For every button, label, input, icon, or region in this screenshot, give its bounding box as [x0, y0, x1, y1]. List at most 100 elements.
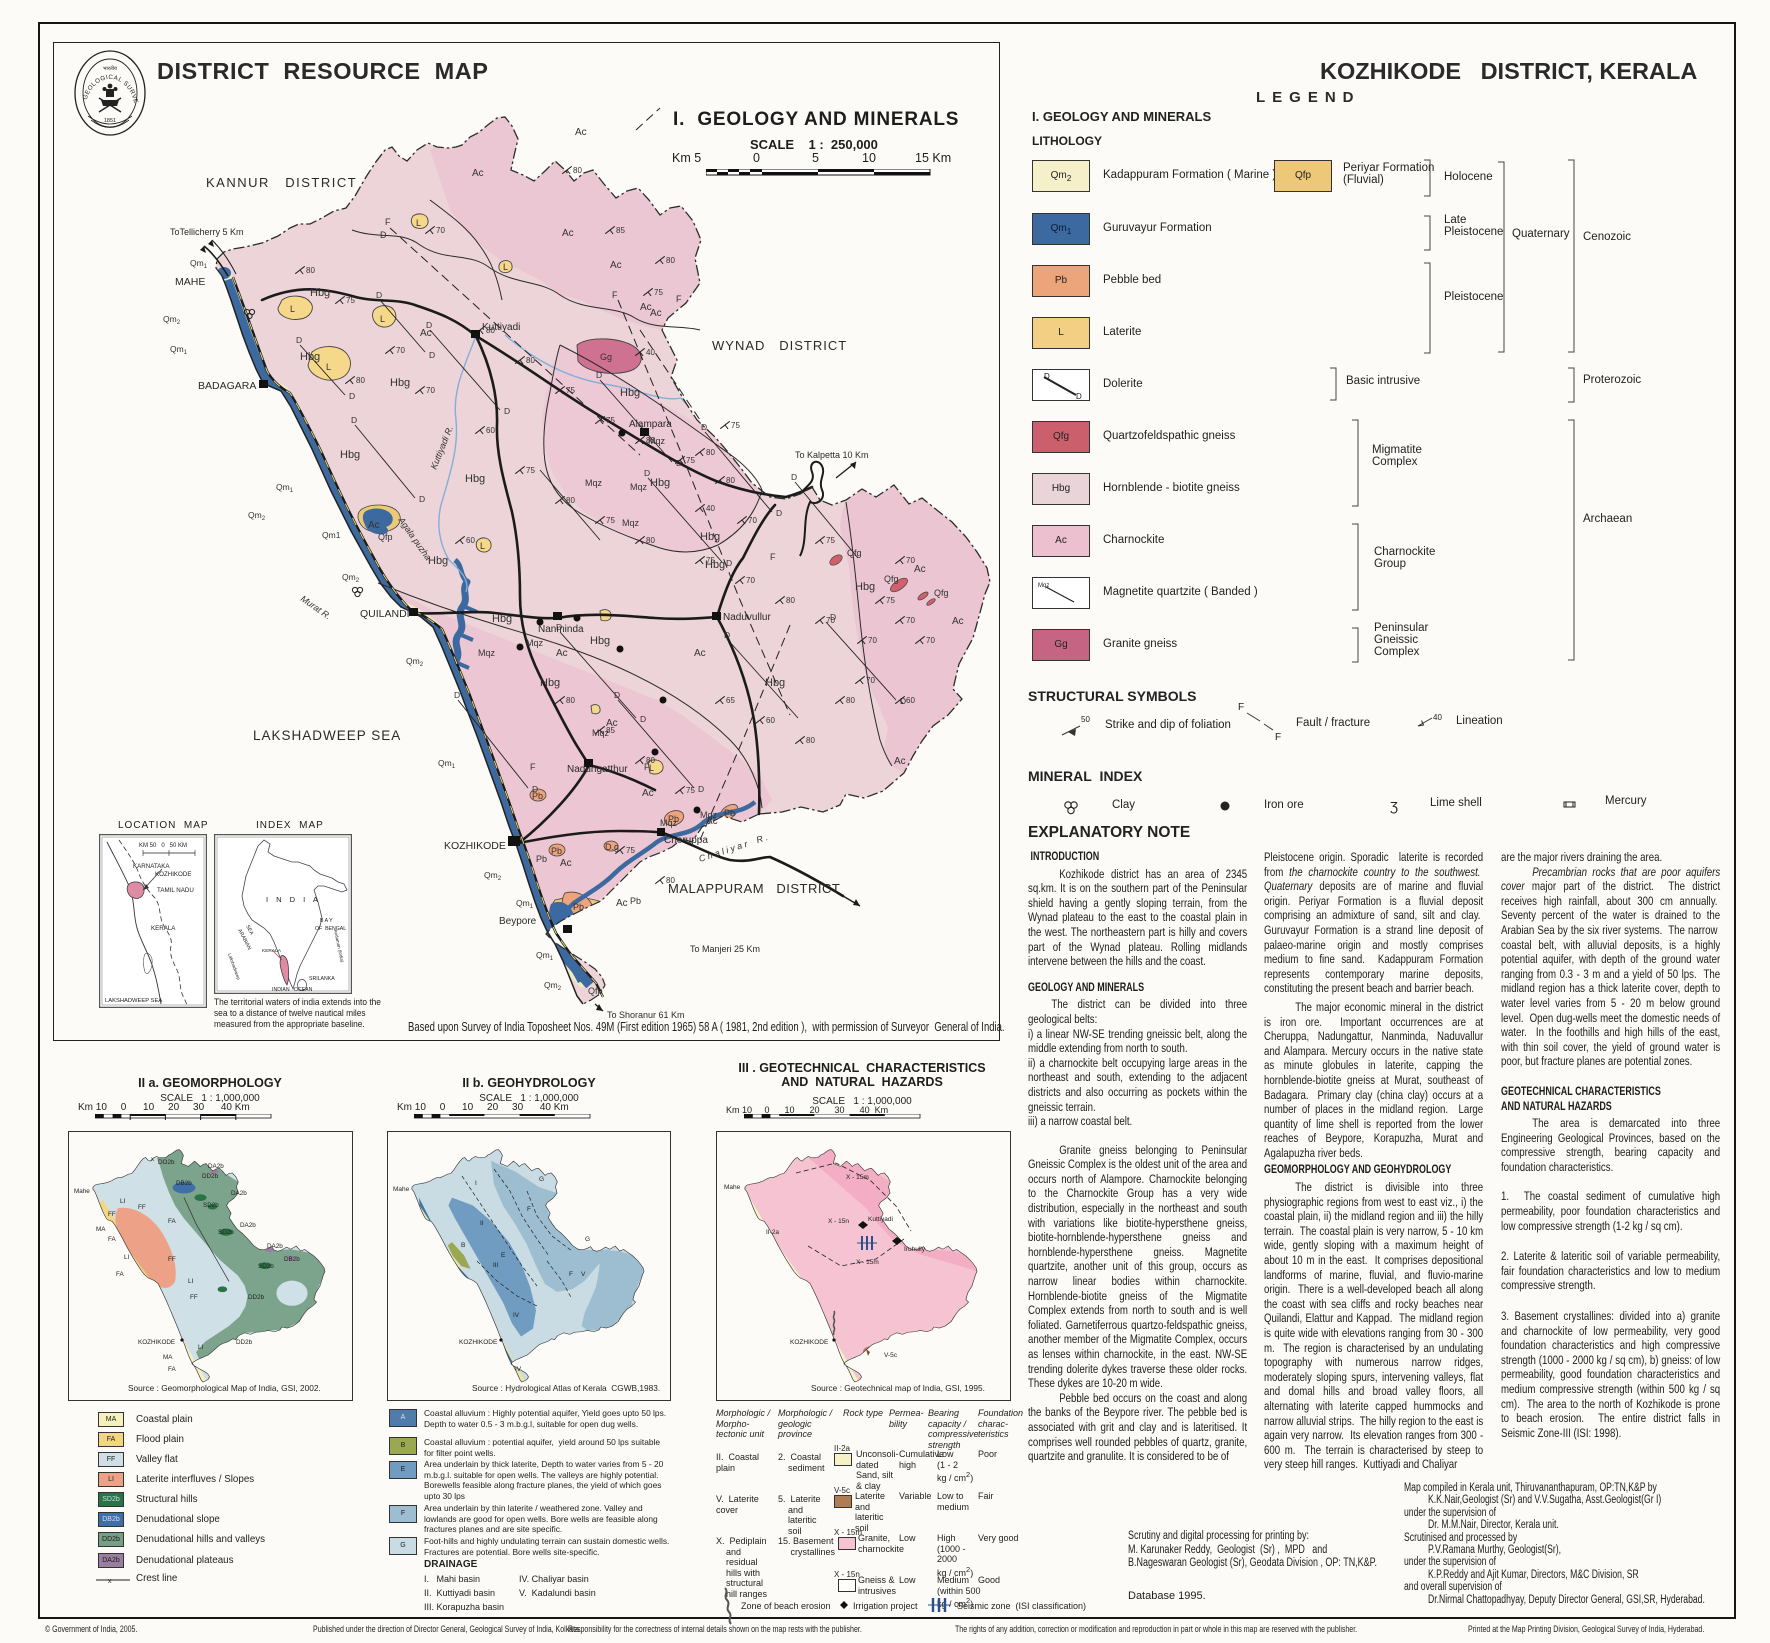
svg-text:Iruhully: Iruhully [904, 1246, 926, 1253]
svg-text:70: 70 [826, 616, 835, 625]
svg-text:FF: FF [108, 1211, 116, 1218]
svg-text:DA2b: DA2b [208, 1163, 224, 1170]
svg-text:LAKSHADWEEP SEA: LAKSHADWEEP SEA [105, 998, 162, 1004]
svg-text:F: F [385, 217, 391, 227]
svg-text:75: 75 [346, 296, 355, 305]
svg-text:Mqz: Mqz [660, 818, 678, 828]
svg-text:Source : Geomorphological Map: Source : Geomorphological Map of India, … [128, 1383, 321, 1393]
svg-text:F: F [1275, 732, 1281, 743]
svg-text:70: 70 [748, 516, 757, 525]
svg-text:QUILANDI: QUILANDI [360, 608, 410, 620]
svg-text:F: F [644, 762, 650, 772]
svg-text:SD2b: SD2b [218, 1229, 234, 1236]
svg-text:Pb: Pb [551, 846, 562, 856]
svg-text:MAHE: MAHE [175, 276, 205, 288]
svg-text:D: D [724, 630, 730, 640]
svg-text:D: D [419, 494, 425, 504]
svg-text:F: F [676, 294, 682, 304]
svg-text:Naduvullur: Naduvullur [723, 612, 771, 623]
svg-text:80: 80 [666, 256, 675, 265]
svg-text:D: D [532, 784, 538, 794]
svg-text:G: G [585, 1236, 590, 1243]
svg-text:To Shoranur 61 Km: To Shoranur 61 Km [607, 1010, 685, 1020]
svg-text:FA: FA [108, 1236, 116, 1243]
svg-text:F: F [569, 1271, 573, 1278]
svg-text:70: 70 [906, 616, 915, 625]
svg-text:LI: LI [124, 1254, 130, 1261]
svg-text:DA2b: DA2b [231, 1190, 247, 1197]
svg-text:75: 75 [566, 386, 575, 395]
svg-text:60: 60 [766, 716, 775, 725]
svg-text:80: 80 [666, 876, 675, 885]
svg-text:WYNAD DISTRICT: WYNAD DISTRICT [712, 338, 847, 353]
svg-text:FA: FA [168, 1218, 176, 1225]
svg-text:L: L [380, 314, 385, 324]
svg-text:Ac: Ac [650, 308, 662, 319]
svg-text:Ac: Ac [706, 816, 718, 827]
svg-text:D: D [1044, 372, 1050, 381]
svg-text:40: 40 [1433, 713, 1442, 722]
svg-text:L: L [326, 362, 331, 372]
svg-text:80: 80 [526, 356, 535, 365]
svg-text:KOZHIKODE: KOZHIKODE [155, 871, 191, 878]
svg-text:D: D [454, 690, 460, 700]
svg-text:X - 15n: X - 15n [828, 1218, 849, 1225]
svg-text:D: D [1076, 392, 1082, 401]
svg-text:L: L [480, 541, 485, 551]
svg-text:Ac: Ac [894, 756, 906, 767]
svg-text:D: D [556, 622, 562, 632]
svg-text:75: 75 [526, 466, 535, 475]
svg-text:E: E [501, 1252, 506, 1259]
svg-text:80: 80 [646, 756, 655, 765]
svg-text:FF: FF [168, 1256, 176, 1263]
svg-text:F: F [530, 762, 536, 772]
svg-text:D: D [676, 458, 682, 468]
svg-text:Qm2: Qm2 [484, 870, 502, 882]
svg-text:Qm1: Qm1 [536, 950, 554, 962]
svg-text:Ac: Ac [472, 168, 484, 179]
svg-text:Ac: Ac [616, 898, 628, 909]
svg-text:Ac: Ac [640, 302, 652, 313]
svg-text:75: 75 [686, 786, 695, 795]
svg-text:Pb: Pb [532, 791, 543, 801]
svg-text:KARNATAKA: KARNATAKA [133, 863, 170, 870]
svg-text:Mahe: Mahe [74, 1188, 90, 1195]
svg-text:Cheruppa: Cheruppa [664, 835, 708, 846]
svg-text:GEOLOGICAL SURVEY OF INDIA: GEOLOGICAL SURVEY OF INDIA [72, 48, 139, 104]
svg-text:SEA: SEA [244, 924, 254, 936]
svg-text:FF: FF [190, 1294, 198, 1301]
svg-text:75: 75 [606, 416, 615, 425]
svg-text:D: D [726, 558, 732, 568]
svg-text:80: 80 [486, 326, 495, 335]
svg-text:F: F [1238, 702, 1244, 713]
svg-text:D: D [296, 335, 302, 345]
svg-text:75: 75 [654, 288, 663, 297]
svg-text:Ac: Ac [694, 648, 706, 659]
svg-text:Mqz: Mqz [526, 638, 544, 648]
svg-text:D.g: D.g [605, 842, 619, 852]
svg-text:D: D [429, 350, 435, 360]
svg-text:Hbg: Hbg [310, 287, 330, 299]
svg-text:70: 70 [866, 676, 875, 685]
svg-text:F: F [527, 1206, 531, 1213]
svg-text:Hbg: Hbg [465, 473, 485, 485]
svg-text:Mqz: Mqz [585, 478, 603, 488]
svg-text:Beypore: Beypore [499, 916, 537, 927]
svg-text:Ac: Ac [952, 616, 964, 627]
svg-text:Hbg: Hbg [855, 581, 875, 593]
svg-text:X - 15m: X - 15m [846, 1174, 869, 1181]
svg-text:75: 75 [826, 536, 835, 545]
svg-text:60: 60 [906, 696, 915, 705]
svg-text:SD2b: SD2b [258, 1263, 274, 1270]
svg-text:70: 70 [396, 346, 405, 355]
svg-text:60: 60 [486, 426, 495, 435]
svg-text:Mqz: Mqz [622, 518, 640, 528]
svg-text:LI: LI [120, 1198, 126, 1205]
svg-text:Qm2: Qm2 [406, 656, 424, 668]
svg-text:DD2b: DD2b [236, 1339, 253, 1346]
svg-text:Ac: Ac [556, 648, 568, 659]
svg-text:Hbg: Hbg [540, 677, 560, 689]
svg-text:75: 75 [731, 421, 740, 430]
svg-text:FA: FA [116, 1271, 124, 1278]
svg-text:D: D [376, 290, 382, 300]
